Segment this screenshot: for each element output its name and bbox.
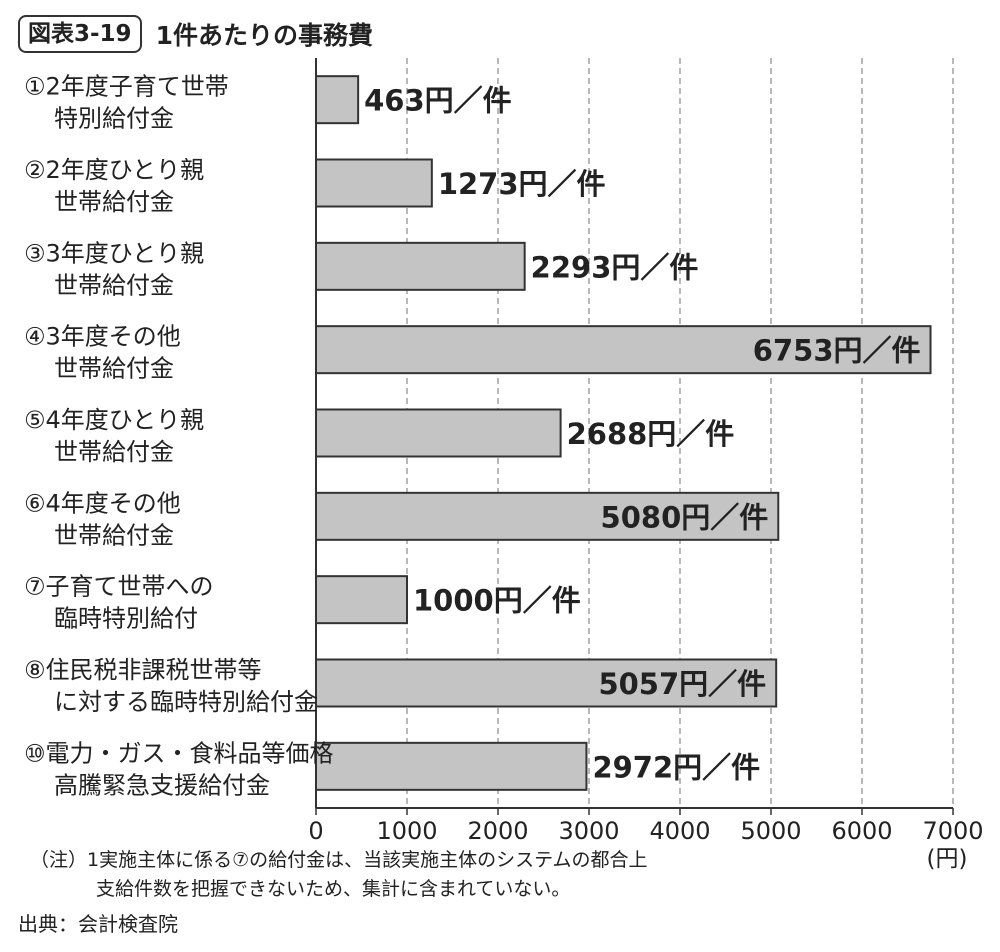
- category-label-line2: 世帯給付金: [54, 188, 174, 216]
- category-label-line1: ③3年度ひとり親: [24, 239, 204, 267]
- x-tick-label: 0: [308, 817, 323, 845]
- bar: [315, 741, 588, 791]
- bar: [315, 75, 360, 125]
- category-label-line2: 世帯給付金: [54, 438, 174, 466]
- bar: [315, 158, 433, 208]
- bar: [315, 658, 778, 708]
- note-line-1: （注）1実施主体に係る⑦の給付金は、当該実施主体のシステムの都合上: [30, 849, 648, 871]
- x-axis-unit: (円): [927, 846, 968, 872]
- data-label: 2688円／件: [567, 417, 735, 451]
- bar: [315, 325, 932, 375]
- category-label-line2: に対する臨時特別給付金: [54, 688, 318, 716]
- chart-notes: （注）1実施主体に係る⑦の給付金は、当該実施主体のシステムの都合上 支給件数を把…: [30, 846, 648, 904]
- category-label-line2: 世帯給付金: [54, 271, 174, 299]
- category-label-line1: ⑥4年度その他: [24, 489, 181, 517]
- category-label-line2: 世帯給付金: [54, 355, 174, 383]
- category-label-line1: ①2年度子育て世帯: [24, 73, 229, 101]
- data-label: 2293円／件: [531, 250, 699, 284]
- category-label-line2: 臨時特別給付: [54, 605, 198, 633]
- category-label-line1: ⑤4年度ひとり親: [24, 406, 204, 434]
- category-label-line2: 世帯給付金: [54, 521, 174, 549]
- category-label-line2: 高騰緊急支援給付金: [54, 771, 270, 799]
- x-tick-label: 2000: [467, 817, 528, 845]
- x-tick-label: 1000: [376, 817, 437, 845]
- data-label: 1273円／件: [438, 167, 606, 201]
- category-label-line1: ⑧住民税非課税世帯等: [24, 656, 262, 684]
- bar: [315, 241, 526, 291]
- category-label-line1: ④3年度その他: [24, 323, 181, 351]
- bar: [315, 575, 408, 625]
- data-label: 463円／件: [364, 84, 512, 118]
- data-label: 2972円／件: [592, 750, 760, 784]
- figure-number-tag: 図表3-19: [18, 15, 142, 53]
- category-label-line1: ②2年度ひとり親: [24, 156, 204, 184]
- note-line-2: 支給件数を把握できないため、集計に含まれていない。: [96, 878, 571, 900]
- source-credit: 出典：会計検査院: [18, 912, 178, 936]
- chart-title: 1件あたりの事務費: [155, 21, 373, 50]
- figure-header: 図表3-19 1件あたりの事務費: [18, 14, 373, 54]
- bar: [315, 491, 780, 541]
- x-tick-label: 5000: [740, 817, 801, 845]
- data-label: 1000円／件: [413, 584, 581, 618]
- category-label-line1: ⑦子育て世帯への: [24, 573, 214, 601]
- x-tick-label: 4000: [649, 817, 710, 845]
- data-label: 5080円／件: [601, 500, 769, 534]
- x-tick-label: 6000: [831, 817, 892, 845]
- bar: [315, 408, 562, 458]
- x-tick-label: 7000: [922, 817, 983, 845]
- data-label: 6753円／件: [753, 334, 921, 368]
- x-tick-label: 3000: [558, 817, 619, 845]
- data-label: 5057円／件: [598, 667, 766, 701]
- category-label-line1: ⑩電力・ガス・食料品等価格: [24, 739, 334, 767]
- category-label-line2: 特別給付金: [54, 105, 174, 133]
